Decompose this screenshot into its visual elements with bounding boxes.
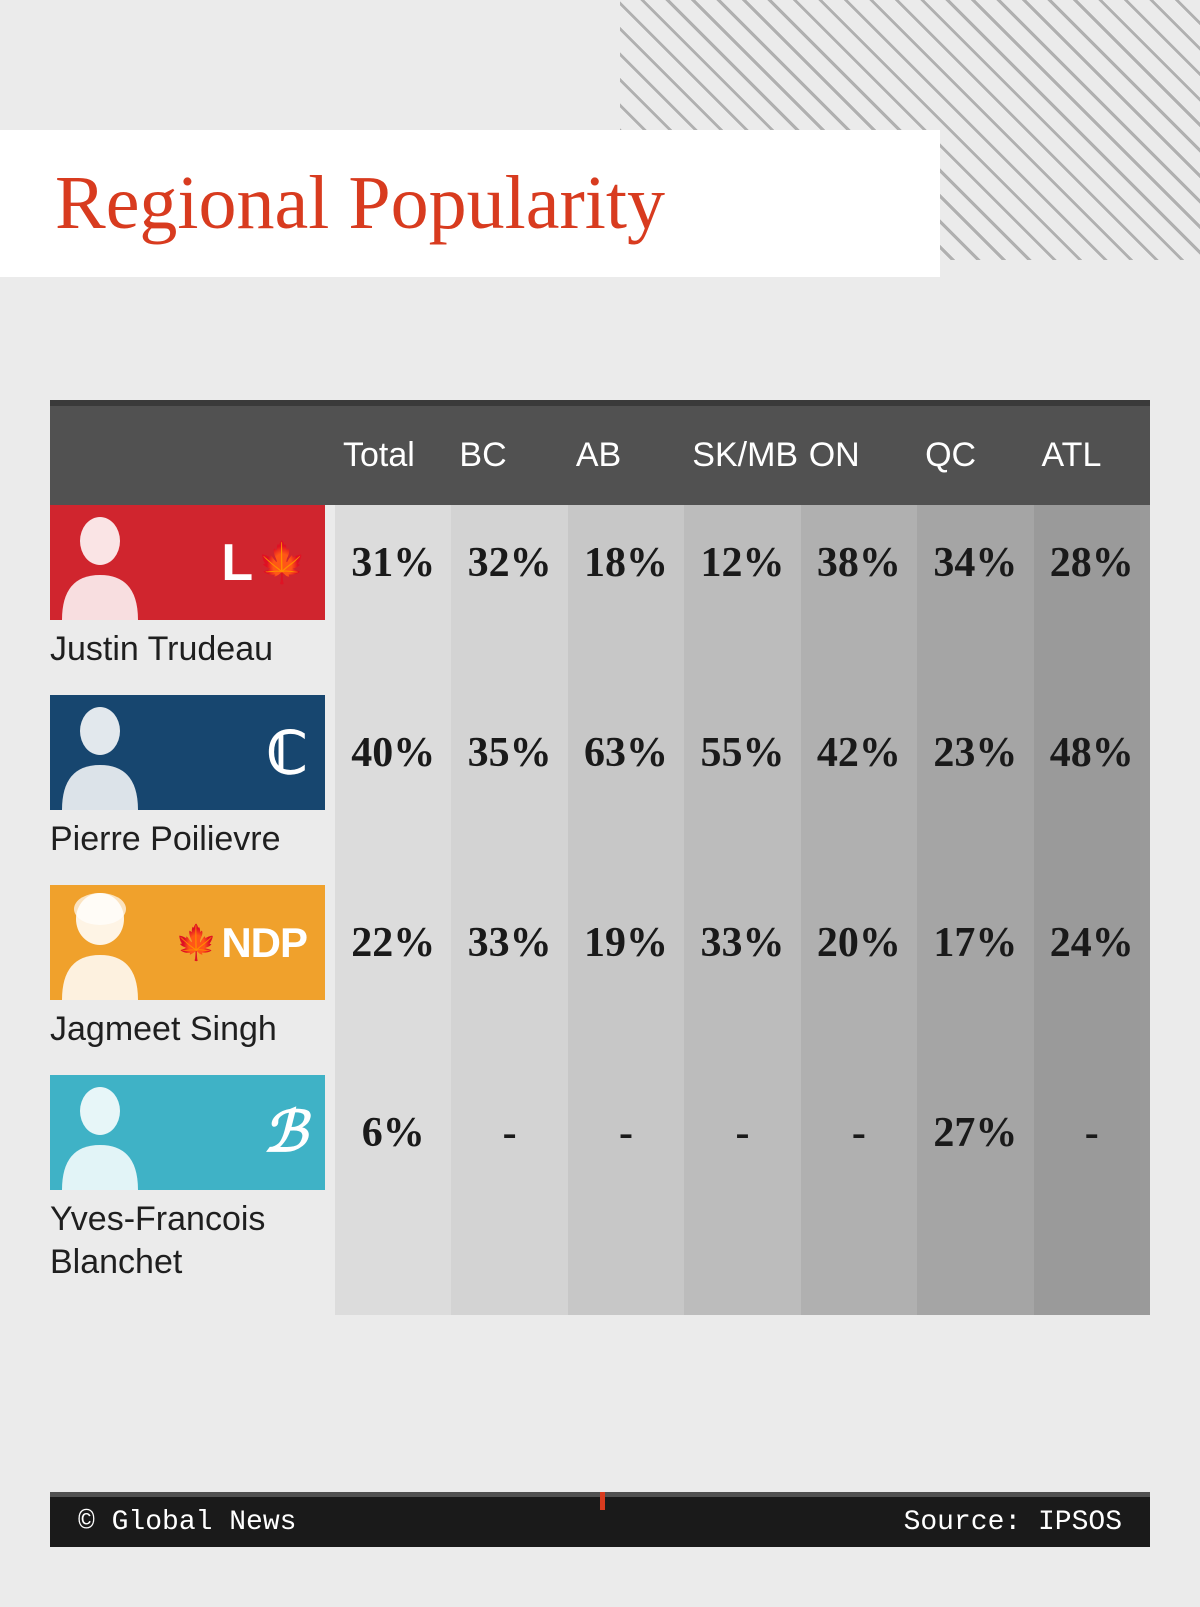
value-cell: 33% xyxy=(451,885,567,1075)
table-header-row: Total BC AB SK/MB ON QC ATL xyxy=(50,400,1150,505)
value-cell: - xyxy=(801,1075,917,1315)
col-header: ATL xyxy=(1034,436,1150,475)
avatar xyxy=(50,505,150,620)
value-cell: 40% xyxy=(335,695,451,885)
value-cell: 22% xyxy=(335,885,451,1075)
chart-title: Regional Popularity xyxy=(55,160,880,247)
col-header: QC xyxy=(917,436,1033,475)
value-cell: 27% xyxy=(917,1075,1033,1315)
value-cell: 24% xyxy=(1034,885,1150,1075)
value-cell: 55% xyxy=(684,695,800,885)
footer-tick xyxy=(600,1492,605,1510)
col-header: Total xyxy=(335,436,451,475)
table-row: L🍁 Justin Trudeau31%32%18%12%38%34%28% xyxy=(50,505,1150,695)
value-cell: - xyxy=(1034,1075,1150,1315)
value-cell: 6% xyxy=(335,1075,451,1315)
leader-name: Justin Trudeau xyxy=(50,628,325,671)
value-cell: 35% xyxy=(451,695,567,885)
avatar xyxy=(50,1075,150,1190)
value-cell: 31% xyxy=(335,505,451,695)
footer-copyright: © Global News xyxy=(78,1507,296,1538)
avatar xyxy=(50,695,150,810)
col-header: BC xyxy=(451,436,567,475)
popularity-table: Total BC AB SK/MB ON QC ATL L🍁 Justin Tru… xyxy=(50,400,1150,1315)
leader-name: Pierre Poilievre xyxy=(50,818,325,861)
value-cell: 20% xyxy=(801,885,917,1075)
value-cell: 18% xyxy=(568,505,684,695)
leader-badge: 🍁NDP xyxy=(50,885,325,1000)
value-cell: - xyxy=(451,1075,567,1315)
value-cell: 32% xyxy=(451,505,567,695)
leader-cell: ℂ Pierre Poilievre xyxy=(50,695,335,861)
value-cell: 48% xyxy=(1034,695,1150,885)
party-logo-icon: ℬ xyxy=(263,1100,307,1165)
value-cell: 17% xyxy=(917,885,1033,1075)
table-row: ℬYves-Francois Blanchet6%----27%- xyxy=(50,1075,1150,1315)
leader-name: Jagmeet Singh xyxy=(50,1008,325,1051)
value-cell: 23% xyxy=(917,695,1033,885)
leader-name: Yves-Francois Blanchet xyxy=(50,1198,325,1283)
avatar xyxy=(50,885,150,1000)
party-logo-icon: ℂ xyxy=(267,719,308,787)
leader-cell: 🍁NDP Jagmeet Singh xyxy=(50,885,335,1051)
footer-source: Source: IPSOS xyxy=(904,1507,1122,1538)
leader-badge: ℬ xyxy=(50,1075,325,1190)
value-cell: - xyxy=(568,1075,684,1315)
value-cell: 63% xyxy=(568,695,684,885)
table-row: 🍁NDPJagmeet Singh22%33%19%33%20%17%24% xyxy=(50,885,1150,1075)
value-cell: 34% xyxy=(917,505,1033,695)
leader-badge: L🍁 xyxy=(50,505,325,620)
leader-cell: L🍁 Justin Trudeau xyxy=(50,505,335,671)
value-cell: - xyxy=(684,1075,800,1315)
party-logo-icon: L🍁 xyxy=(221,533,307,593)
table-row: ℂ Pierre Poilievre40%35%63%55%42%23%48% xyxy=(50,695,1150,885)
value-cell: 28% xyxy=(1034,505,1150,695)
col-header: SK/MB xyxy=(684,436,800,475)
footer-bar: © Global News Source: IPSOS xyxy=(50,1492,1150,1547)
title-box: Regional Popularity xyxy=(0,130,940,277)
leader-badge: ℂ xyxy=(50,695,325,810)
value-cell: 19% xyxy=(568,885,684,1075)
party-logo-icon: 🍁NDP xyxy=(175,919,307,967)
col-header: AB xyxy=(568,436,684,475)
value-cell: 33% xyxy=(684,885,800,1075)
value-cell: 12% xyxy=(684,505,800,695)
value-cell: 42% xyxy=(801,695,917,885)
leader-cell: ℬ Yves-Francois Blanchet xyxy=(50,1075,335,1283)
value-cell: 38% xyxy=(801,505,917,695)
col-header: ON xyxy=(801,436,917,475)
